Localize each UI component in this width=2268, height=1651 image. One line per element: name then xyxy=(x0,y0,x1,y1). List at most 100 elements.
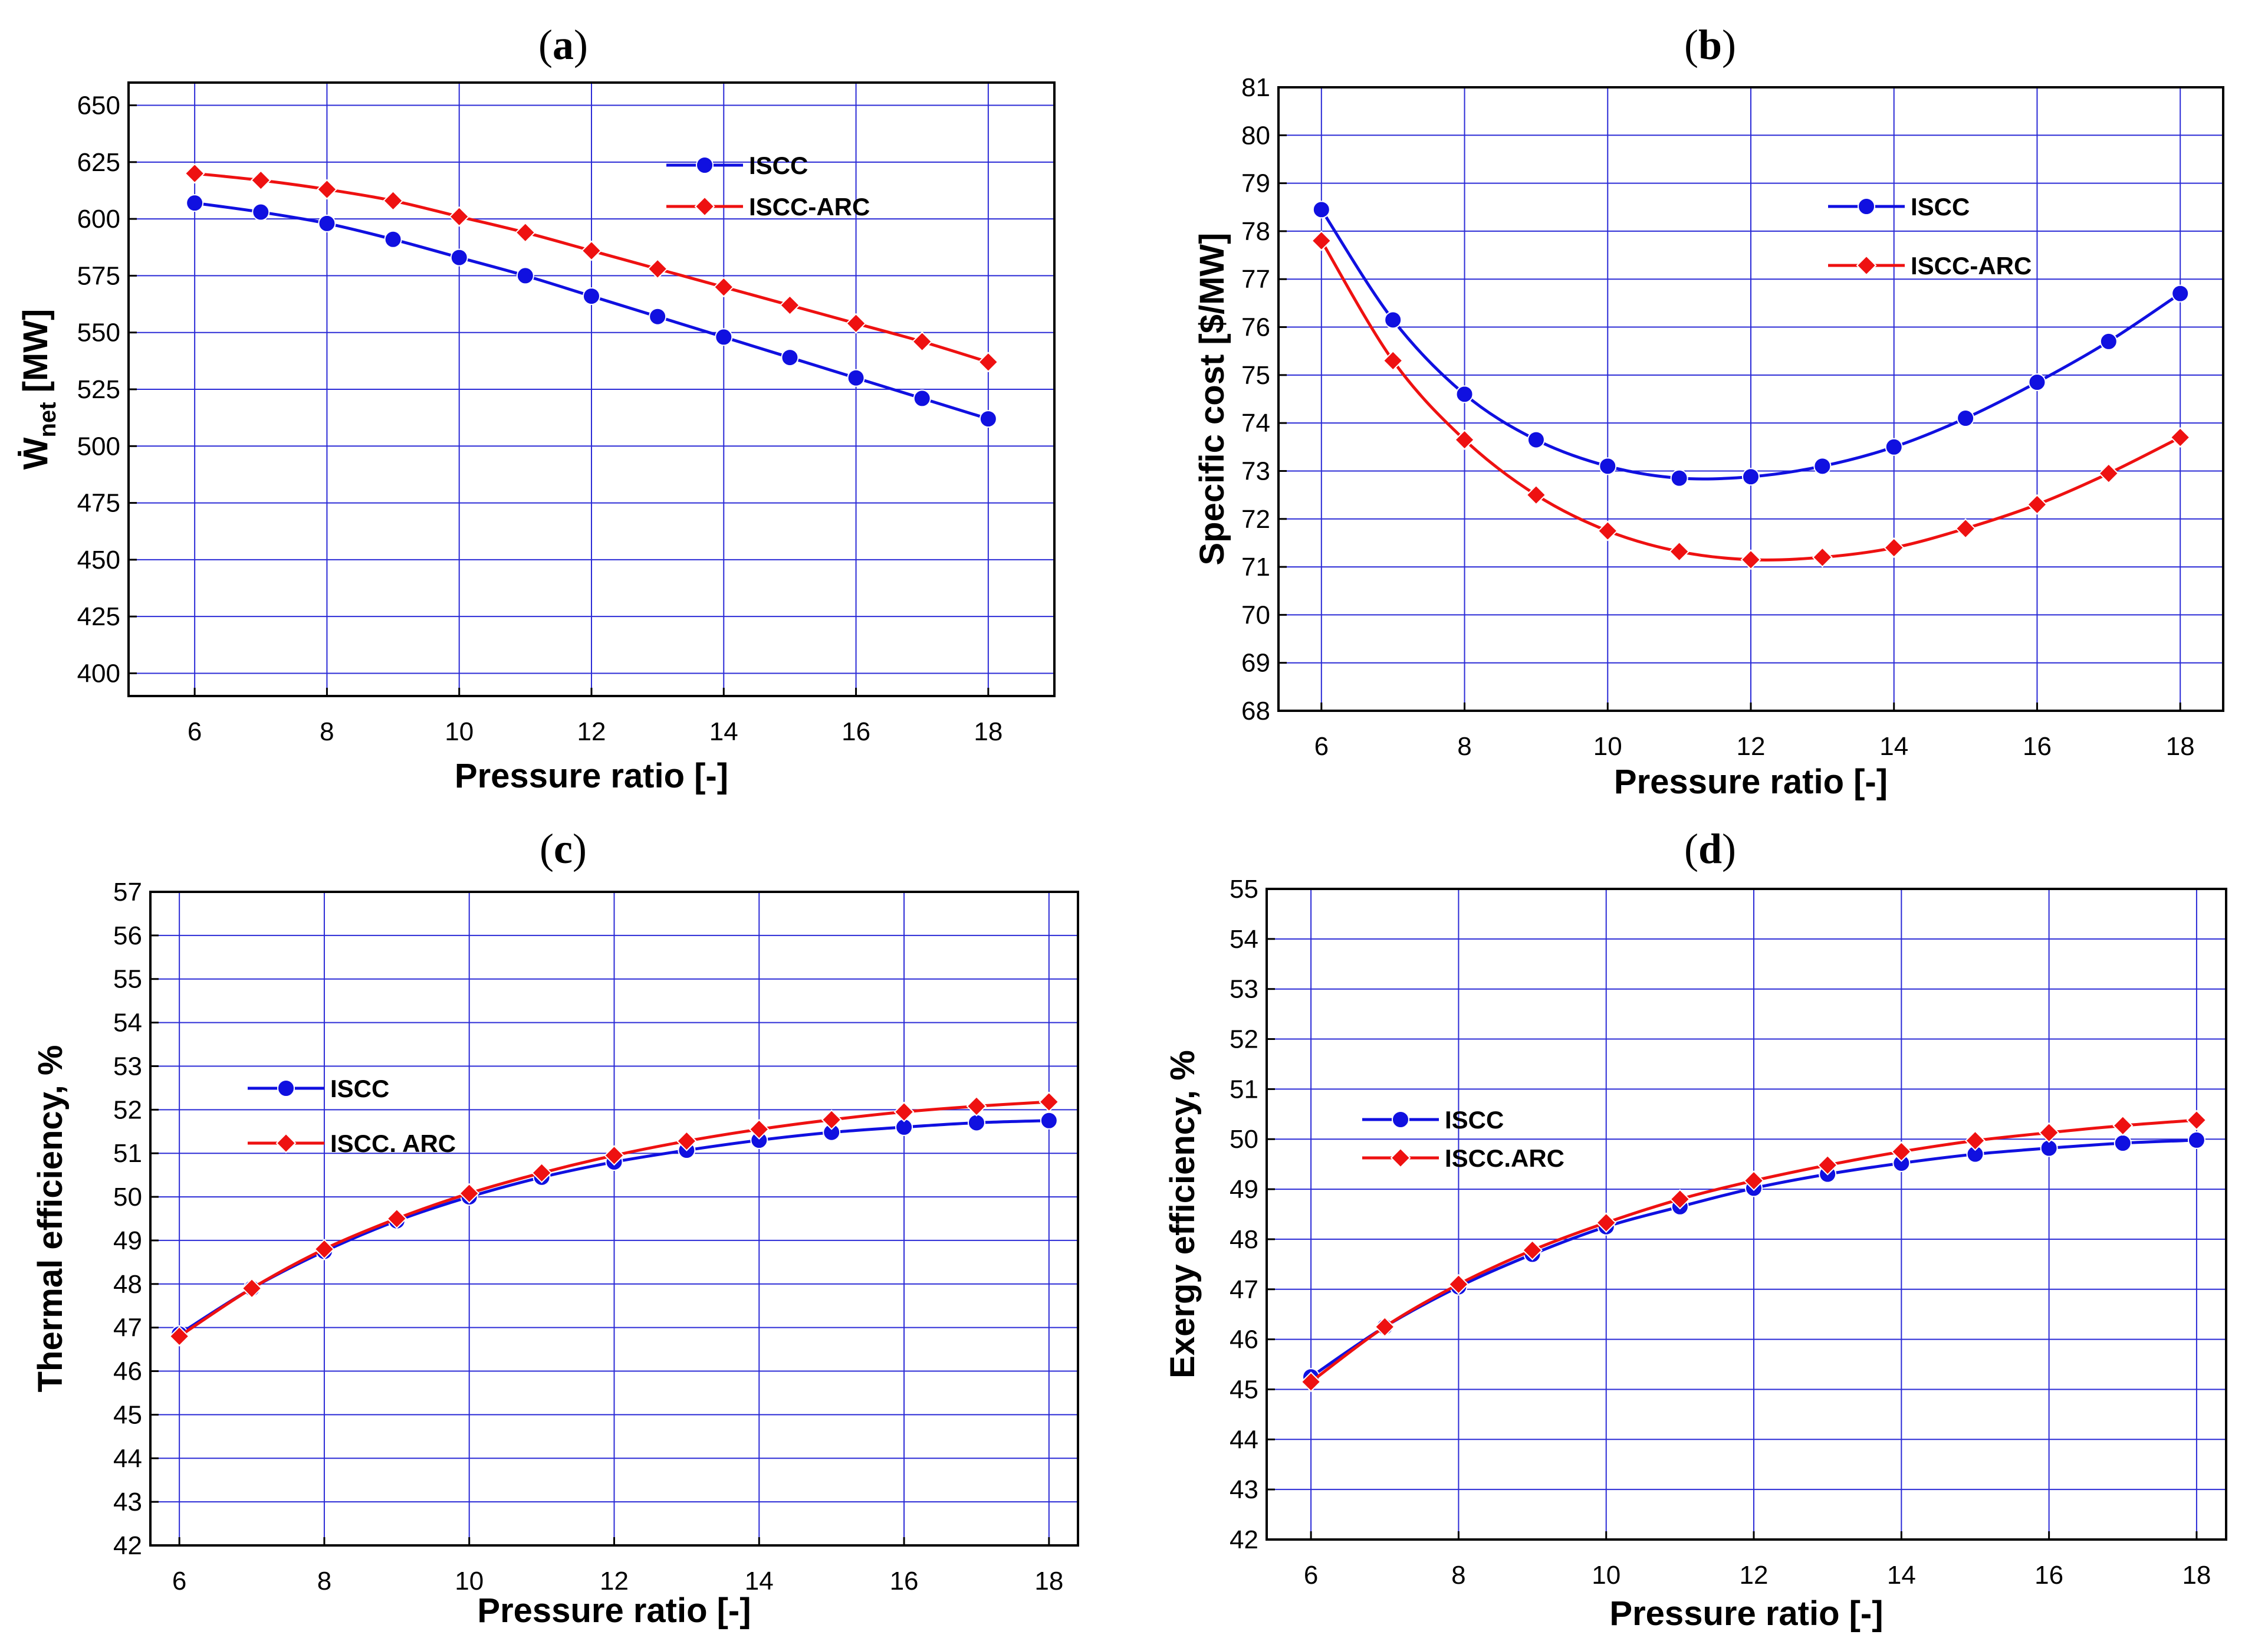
data-point xyxy=(1813,457,1832,475)
data-point xyxy=(317,179,337,200)
data-point xyxy=(1382,350,1403,371)
data-point xyxy=(1455,385,1474,403)
data-point xyxy=(2171,284,2190,303)
y-tick-label: 54 xyxy=(113,1009,142,1038)
y-tick-label: 79 xyxy=(1241,169,1270,198)
y-tick-label: 43 xyxy=(113,1488,142,1517)
x-tick-label: 16 xyxy=(2034,1561,2063,1590)
y-tick-label: 650 xyxy=(77,91,120,120)
data-point xyxy=(676,1131,697,1151)
y-tick-label: 43 xyxy=(1230,1475,1258,1504)
y-tick-label: 73 xyxy=(1241,457,1270,485)
data-point xyxy=(1670,469,1688,487)
data-point xyxy=(1454,429,1475,451)
data-point xyxy=(581,240,602,261)
data-point xyxy=(748,1119,770,1140)
series-iscc xyxy=(186,194,997,428)
x-tick-label: 14 xyxy=(709,717,738,746)
y-tick-label: 80 xyxy=(1241,121,1270,150)
x-tick-label: 6 xyxy=(188,717,202,746)
x-tick-label: 16 xyxy=(890,1567,919,1596)
legend-marker xyxy=(1856,255,1877,276)
x-tick-label: 8 xyxy=(1451,1561,1465,1590)
data-point xyxy=(1957,409,1975,428)
x-tick-label: 12 xyxy=(577,717,606,746)
x-axis-label: Pressure ratio [-] xyxy=(1609,1594,1883,1633)
panel-letter-b: (b) xyxy=(1684,21,1736,68)
y-tick-label: 74 xyxy=(1241,409,1270,438)
x-tick-label: 10 xyxy=(455,1567,484,1596)
plot-frame xyxy=(1266,888,2227,1541)
data-point xyxy=(1817,1154,1838,1176)
y-tick-label: 425 xyxy=(77,602,120,631)
data-point xyxy=(1597,520,1618,541)
data-point xyxy=(1300,1371,1322,1393)
x-axis-label: Pressure ratio [-] xyxy=(477,1591,751,1630)
legend-marker xyxy=(696,156,714,174)
data-point xyxy=(515,222,536,243)
legend-label: ISCC. ARC xyxy=(330,1130,456,1157)
data-point xyxy=(449,206,470,227)
data-point xyxy=(516,267,534,285)
data-point xyxy=(1812,547,1833,568)
y-tick-label: 51 xyxy=(1230,1075,1258,1104)
y-tick-label: 52 xyxy=(1230,1025,1258,1054)
data-point xyxy=(713,277,734,298)
legend-marker xyxy=(1392,1111,1409,1128)
x-tick-label: 10 xyxy=(445,717,474,746)
data-point xyxy=(2113,1134,2132,1153)
series-iscc xyxy=(1312,201,2190,487)
y-tick-label: 600 xyxy=(77,205,120,234)
y-tick-label: 78 xyxy=(1241,217,1270,246)
legend-label: ISCC.ARC xyxy=(1445,1144,1564,1172)
y-tick-label: 81 xyxy=(1241,73,1270,102)
data-point xyxy=(1596,1212,1617,1233)
y-tick-label: 47 xyxy=(113,1314,142,1343)
data-point xyxy=(2027,494,2047,515)
legend-label: ISCC xyxy=(1445,1106,1504,1134)
y-tick-label: 48 xyxy=(1230,1225,1258,1254)
data-point xyxy=(846,313,866,334)
legend: ISCC ISCC-ARC xyxy=(666,152,870,221)
data-point xyxy=(531,1163,553,1183)
data-point xyxy=(1740,549,1761,570)
legend-label: ISCC-ARC xyxy=(749,193,870,221)
x-tick-label: 12 xyxy=(1740,1561,1769,1590)
y-tick-label: 55 xyxy=(1230,875,1258,904)
legend-marker xyxy=(1390,1147,1411,1168)
x-tick-label: 16 xyxy=(2023,732,2052,761)
panel-letter-d: (d) xyxy=(1684,825,1736,872)
chart-panel-a: 6 8 10 12 14 16 18 400 425 450 475 500 525 550 575 600 6… xyxy=(17,81,1056,795)
data-point xyxy=(715,328,733,346)
x-tick-label: 6 xyxy=(1314,732,1329,761)
data-point xyxy=(1527,431,1545,449)
x-axis-label: Pressure ratio [-] xyxy=(455,757,728,795)
data-point xyxy=(1965,1130,1986,1151)
y-tick-label: 45 xyxy=(113,1400,142,1429)
x-tick-label: 6 xyxy=(172,1567,186,1596)
y-axis-label: Specific cost [$/MW] xyxy=(1193,233,1231,566)
y-tick-label: 550 xyxy=(77,319,120,347)
y-tick-label: 55 xyxy=(113,965,142,994)
y-tick-label: 56 xyxy=(113,921,142,950)
series-iscc-arc xyxy=(169,1091,1060,1347)
data-point xyxy=(1384,311,1402,329)
data-point xyxy=(1669,541,1690,562)
data-point xyxy=(781,349,799,367)
data-point xyxy=(1742,468,1760,486)
y-tick-label: 46 xyxy=(1230,1325,1258,1354)
data-point xyxy=(2028,373,2046,392)
y-tick-label: 69 xyxy=(1241,649,1270,678)
y-tick-label: 50 xyxy=(1230,1125,1258,1154)
y-tick-label: 68 xyxy=(1241,697,1270,726)
data-point xyxy=(978,352,999,373)
data-point xyxy=(1448,1273,1469,1295)
y-tick-label: 50 xyxy=(113,1183,142,1212)
data-point xyxy=(1669,1189,1691,1210)
data-point xyxy=(847,369,865,387)
data-point xyxy=(2098,463,2119,484)
data-point xyxy=(241,1278,262,1299)
y-tick-label: 53 xyxy=(1230,975,1258,1004)
x-tick-label: 18 xyxy=(2182,1561,2211,1590)
data-point xyxy=(1743,1170,1764,1192)
